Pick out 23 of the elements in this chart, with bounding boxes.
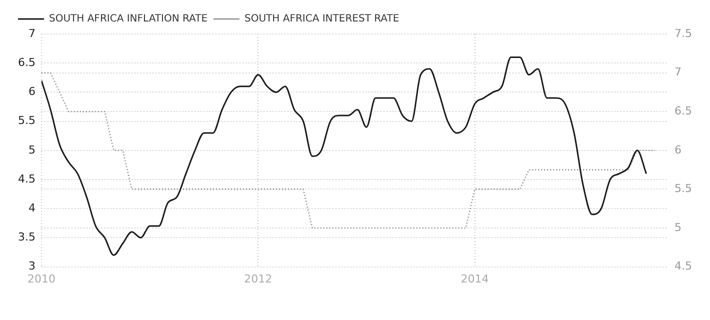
legend-label: SOUTH AFRICA INFLATION RATE bbox=[49, 14, 208, 25]
line-series bbox=[41, 72, 656, 229]
y2-tick-label: 4.5 bbox=[674, 260, 692, 273]
y-tick-label: 3 bbox=[28, 260, 36, 273]
y2-tick-label: 7 bbox=[674, 66, 682, 79]
y2-tick-label: 7.5 bbox=[674, 26, 692, 40]
x-tick-label: 2012 bbox=[244, 272, 272, 286]
y-tick-label: 5 bbox=[28, 143, 36, 156]
y-tick-label: 3.5 bbox=[18, 230, 36, 244]
y-tick-label: 7 bbox=[28, 26, 36, 40]
legend-label: SOUTH AFRICA INTEREST RATE bbox=[244, 14, 400, 25]
y2-tick-label: 5.5 bbox=[674, 182, 692, 196]
y2-tick-label: 6.5 bbox=[674, 104, 692, 118]
x-tick-label: 2010 bbox=[27, 272, 56, 286]
y-tick-label: 5.5 bbox=[18, 114, 36, 128]
y-tick-label: 4.5 bbox=[18, 172, 36, 186]
y2-tick-label: 5 bbox=[674, 220, 682, 234]
y-tick-label: 4 bbox=[28, 201, 36, 214]
line-series bbox=[41, 56, 648, 256]
y2-tick-label: 6 bbox=[674, 143, 682, 156]
y-tick-label: 6.5 bbox=[18, 56, 36, 69]
x-tick-label: 2014 bbox=[460, 272, 489, 286]
y-tick-label: 6 bbox=[28, 85, 36, 98]
